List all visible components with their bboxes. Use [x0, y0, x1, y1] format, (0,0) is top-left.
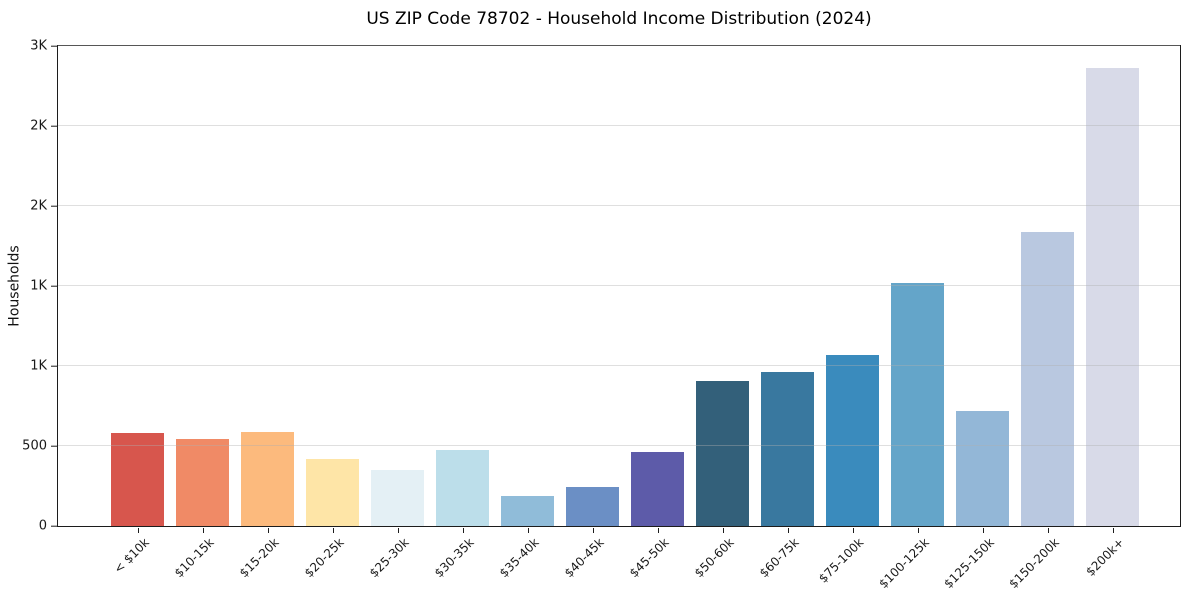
gridline: [58, 285, 1180, 286]
bar: [760, 372, 815, 526]
y-axis-label: Households: [7, 245, 24, 327]
x-tick-mark: [657, 527, 659, 533]
bar-slot: $45-50k: [625, 46, 690, 580]
x-tick-label: $20-25k: [301, 535, 347, 581]
bar: [240, 431, 295, 526]
y-tick-label: 1K: [30, 278, 47, 294]
bar: [825, 354, 880, 526]
gridline: [58, 45, 1180, 46]
x-tick-label: $30-35k: [431, 535, 477, 581]
x-tick-label: $10-15k: [171, 535, 217, 581]
x-tick-label: $25-30k: [366, 535, 412, 581]
y-tick-mark: [50, 125, 57, 127]
x-tick-label: $60-75k: [756, 535, 802, 581]
bar-slot: $30-35k: [430, 46, 495, 580]
bar: [175, 438, 230, 526]
y-tick-label: 0: [38, 518, 47, 534]
x-tick-label: $35-40k: [496, 535, 542, 581]
bar: [890, 282, 945, 526]
x-tick-mark: [202, 527, 204, 533]
bar: [305, 458, 360, 526]
x-tick-label: $100-125k: [876, 535, 932, 590]
bar: [435, 450, 490, 526]
bar-slot: $25-30k: [365, 46, 430, 580]
y-tick-label: 500: [22, 438, 47, 454]
x-tick-mark: [1112, 527, 1114, 533]
bar: [955, 410, 1010, 526]
y-tick-label: 1K: [30, 358, 47, 374]
bar: [1020, 231, 1075, 526]
x-tick-label: $125-150k: [941, 535, 997, 590]
x-tick-mark: [982, 527, 984, 533]
y-tick-label: 2K: [30, 118, 47, 134]
bar-slot: $75-100k: [816, 46, 885, 586]
bar-slot: $35-40k: [495, 46, 560, 580]
x-tick-mark: [137, 527, 139, 533]
x-tick-label: $15-20k: [236, 535, 282, 581]
gridline: [58, 205, 1180, 207]
bar: [370, 470, 425, 526]
x-tick-mark: [332, 527, 334, 533]
x-tick-label: $50-60k: [691, 535, 737, 581]
bar-slot: $15-20k: [235, 46, 300, 580]
y-tick-mark: [50, 285, 57, 287]
bar-slot: $50-60k: [690, 46, 755, 580]
y-tick-label: 3K: [30, 38, 47, 54]
x-tick-mark: [267, 527, 269, 533]
x-tick-label: < $10k: [110, 535, 152, 577]
x-tick-mark: [462, 527, 464, 533]
y-tick-mark: [50, 45, 57, 47]
x-tick-label: $75-100k: [816, 535, 867, 586]
gridline: [58, 445, 1180, 447]
x-tick-mark: [787, 527, 789, 533]
gridline: [58, 365, 1180, 367]
bar-slot: $100-125k: [876, 46, 950, 590]
x-tick-label: $200k+: [1083, 535, 1127, 579]
x-tick-label: $40-45k: [561, 535, 607, 581]
x-tick-mark: [917, 527, 919, 533]
y-tick-mark: [50, 205, 57, 207]
x-tick-label: $45-50k: [626, 535, 672, 581]
bar: [500, 496, 555, 526]
y-axis-label-box: Households: [2, 45, 28, 527]
y-axis-layer: 0 500 1K 1K 2K 2K 3K: [22, 40, 1180, 533]
x-tick-mark: [852, 527, 854, 533]
bar: [565, 486, 620, 526]
bar-slot: < $10k: [105, 46, 170, 576]
x-tick-mark: [722, 527, 724, 533]
bars-row: < $10k $10-15k $15-20k $20-25k $25-30k $30-35…: [105, 46, 1145, 590]
y-tick-mark: [50, 445, 57, 447]
bar-slot: $10-15k: [170, 46, 235, 580]
bar-slot: $125-150k: [941, 46, 1015, 590]
bar: [695, 381, 750, 526]
bar: [630, 451, 685, 526]
x-tick-mark: [527, 527, 529, 533]
chart-title: US ZIP Code 78702 - Household Income Dis…: [366, 9, 872, 29]
bar: [110, 433, 165, 526]
x-tick-mark: [1047, 527, 1049, 533]
gridline: [58, 125, 1180, 126]
bar-slot: $20-25k: [300, 46, 365, 580]
y-tick-mark: [50, 365, 57, 367]
x-tick-label: $150-200k: [1006, 535, 1062, 590]
bar-slot: $60-75k: [755, 46, 820, 580]
x-tick-mark: [592, 527, 594, 533]
plot-area: < $10k $10-15k $15-20k $20-25k $25-30k $30-35…: [22, 40, 1181, 590]
y-tick-label: 2K: [30, 198, 47, 214]
bar-slot: $150-200k: [1006, 46, 1080, 590]
x-tick-mark: [397, 527, 399, 533]
bar-slot: $200k+: [1080, 46, 1145, 579]
y-tick-mark: [50, 525, 57, 527]
bar-slot: $40-45k: [560, 46, 625, 580]
bar: [1085, 68, 1140, 526]
